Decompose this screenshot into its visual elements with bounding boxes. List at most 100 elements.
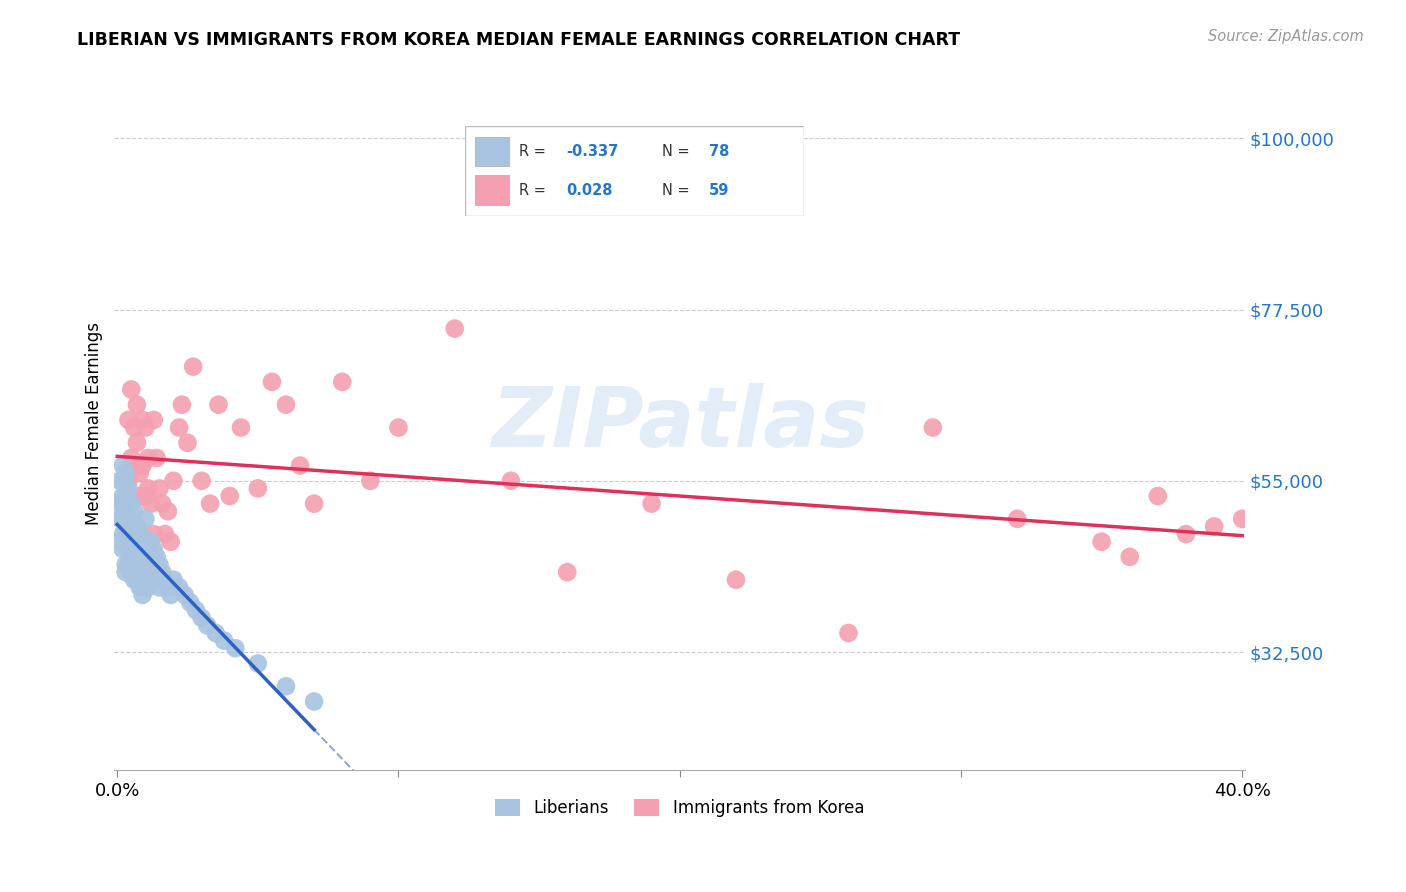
Point xyxy=(131,413,153,427)
Text: Source: ZipAtlas.com: Source: ZipAtlas.com xyxy=(1208,29,1364,44)
Point xyxy=(114,466,136,480)
Point xyxy=(128,580,150,594)
Point xyxy=(128,527,150,541)
Point xyxy=(142,527,165,541)
Point xyxy=(1204,519,1226,533)
Point xyxy=(218,489,240,503)
Point xyxy=(156,580,179,594)
Point xyxy=(111,512,134,526)
Point xyxy=(120,534,142,549)
Point xyxy=(148,482,170,496)
Point xyxy=(142,542,165,557)
Point xyxy=(387,420,409,434)
Point xyxy=(837,626,859,640)
Point xyxy=(125,573,148,587)
Point xyxy=(153,573,176,587)
Point xyxy=(1146,489,1168,503)
Point xyxy=(499,474,522,488)
Point xyxy=(136,482,159,496)
Point xyxy=(179,596,201,610)
Point xyxy=(1090,534,1112,549)
Point xyxy=(134,512,156,526)
Point xyxy=(134,573,156,587)
Point xyxy=(184,603,207,617)
Point xyxy=(207,398,229,412)
Point xyxy=(125,519,148,533)
Point xyxy=(131,588,153,602)
Point xyxy=(125,542,148,557)
Point xyxy=(122,549,145,564)
Point xyxy=(159,588,181,602)
Point xyxy=(122,573,145,587)
Point xyxy=(139,573,162,587)
Point xyxy=(139,558,162,572)
Point xyxy=(122,420,145,434)
Point xyxy=(229,420,252,434)
Text: ZIPatlas: ZIPatlas xyxy=(491,384,869,464)
Point xyxy=(122,458,145,473)
Point xyxy=(120,497,142,511)
Point xyxy=(108,534,131,549)
Point xyxy=(159,534,181,549)
Point xyxy=(122,527,145,541)
Point xyxy=(114,558,136,572)
Point xyxy=(190,474,212,488)
Point xyxy=(111,489,134,503)
Point xyxy=(555,565,578,579)
Point xyxy=(156,504,179,518)
Point xyxy=(120,450,142,465)
Point xyxy=(359,474,381,488)
Point xyxy=(274,679,297,693)
Point xyxy=(136,580,159,594)
Point xyxy=(302,694,325,708)
Point xyxy=(153,527,176,541)
Point xyxy=(131,458,153,473)
Point xyxy=(139,534,162,549)
Point xyxy=(134,558,156,572)
Point xyxy=(108,512,131,526)
Point xyxy=(117,534,139,549)
Point xyxy=(212,633,235,648)
Point xyxy=(145,573,167,587)
Point xyxy=(150,565,173,579)
Point xyxy=(134,534,156,549)
Point xyxy=(117,474,139,488)
Point xyxy=(122,504,145,518)
Legend: Liberians, Immigrants from Korea: Liberians, Immigrants from Korea xyxy=(489,792,870,824)
Point xyxy=(117,497,139,511)
Point xyxy=(162,474,184,488)
Point xyxy=(128,549,150,564)
Point xyxy=(260,375,283,389)
Point xyxy=(1118,549,1140,564)
Point xyxy=(131,542,153,557)
Point xyxy=(114,512,136,526)
Point xyxy=(125,398,148,412)
Point xyxy=(1175,527,1198,541)
Point xyxy=(108,497,131,511)
Point xyxy=(117,558,139,572)
Point xyxy=(114,565,136,579)
Point xyxy=(120,558,142,572)
Point xyxy=(246,657,269,671)
Point xyxy=(108,474,131,488)
Point xyxy=(128,466,150,480)
Point xyxy=(224,641,246,656)
Point xyxy=(111,474,134,488)
Point xyxy=(136,450,159,465)
Point xyxy=(176,435,198,450)
Point xyxy=(120,542,142,557)
Y-axis label: Median Female Earnings: Median Female Earnings xyxy=(86,322,103,525)
Point xyxy=(117,542,139,557)
Point xyxy=(190,611,212,625)
Point xyxy=(134,489,156,503)
Point xyxy=(120,565,142,579)
Point xyxy=(921,420,943,434)
Point xyxy=(1005,512,1028,526)
Point xyxy=(145,450,167,465)
Point xyxy=(142,413,165,427)
Point xyxy=(173,588,195,602)
Point xyxy=(125,435,148,450)
Point xyxy=(117,519,139,533)
Point xyxy=(148,558,170,572)
Point xyxy=(117,413,139,427)
